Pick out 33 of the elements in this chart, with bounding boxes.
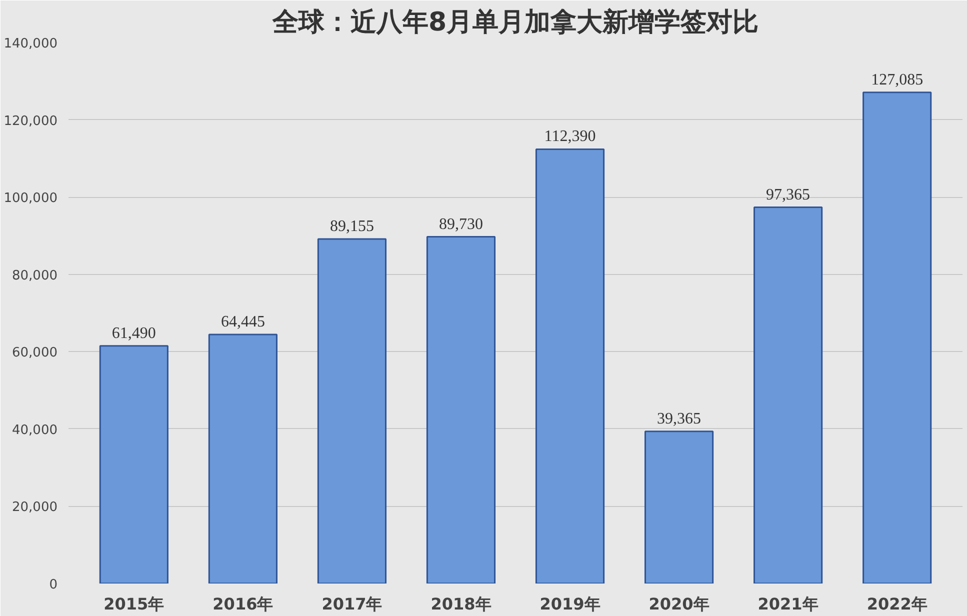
y-tick-label: 80,000 <box>12 268 58 284</box>
x-tick-label: 2021年 <box>758 594 818 614</box>
bar <box>644 430 714 584</box>
y-tick-label: 140,000 <box>4 36 58 52</box>
x-tick-label: 2015年 <box>104 594 164 614</box>
bar <box>208 334 278 584</box>
x-tick-label: 2017年 <box>322 594 382 614</box>
data-label: 61,490 <box>112 324 156 342</box>
bar <box>862 92 932 584</box>
data-label: 89,155 <box>330 218 374 235</box>
data-label: 127,085 <box>871 71 924 88</box>
chart-title: 全球：近八年8月单月加拿大新增学签对比 <box>271 8 759 38</box>
x-tick-label: 2016年 <box>212 594 274 614</box>
y-tick-label: 0 <box>49 578 58 592</box>
x-tick-label: 2020年 <box>648 594 710 614</box>
bar <box>99 345 168 584</box>
data-label: 89,730 <box>438 216 483 233</box>
y-tick-label: 100,000 <box>4 191 58 206</box>
y-tick-label: 40,000 <box>12 422 58 438</box>
data-label: 64,445 <box>220 313 265 330</box>
x-tick-label: 2022年 <box>866 594 928 614</box>
data-label: 112,390 <box>544 128 596 146</box>
x-tick-label: 2019年 <box>540 594 600 614</box>
bar <box>535 148 605 584</box>
y-tick-label: 20,000 <box>12 500 58 516</box>
bar <box>317 238 387 584</box>
data-label: 39,365 <box>657 410 702 428</box>
data-label: 97,365 <box>766 186 810 204</box>
y-tick-label: 60,000 <box>12 346 58 361</box>
y-tick-label: 120,000 <box>4 114 58 129</box>
x-tick-label: 2018年 <box>430 594 492 614</box>
bar <box>754 206 823 584</box>
bar <box>426 236 496 584</box>
